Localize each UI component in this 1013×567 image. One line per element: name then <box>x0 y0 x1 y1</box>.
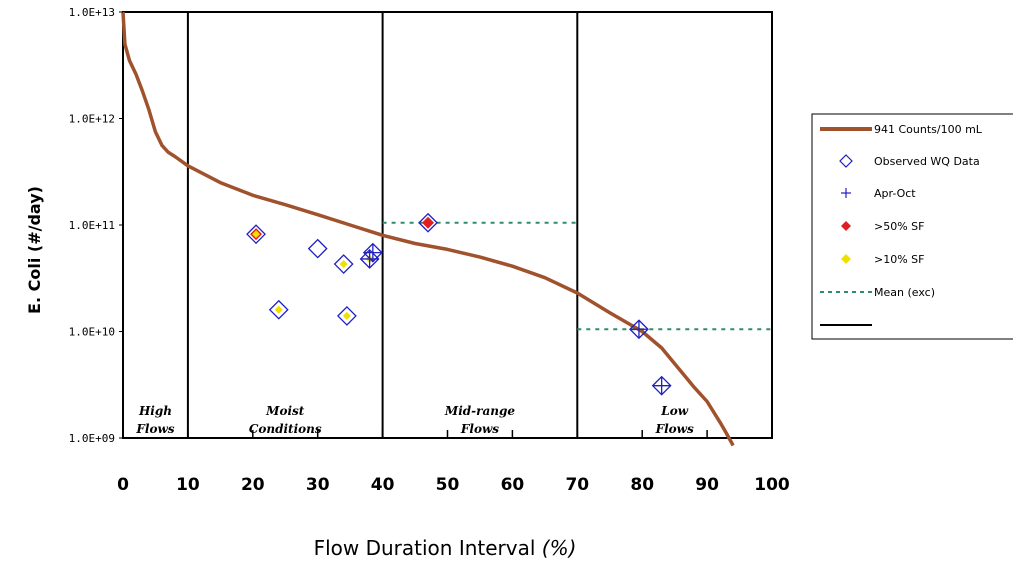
x-axis-label-unit: (%) <box>542 536 577 560</box>
x-tick-label: 20 <box>241 475 265 495</box>
legend-swatch-observed <box>839 154 853 168</box>
y-tick-label: 1.0E+10 <box>69 326 115 339</box>
x-tick-label: 100 <box>754 475 790 495</box>
y-axis-label-prefix: E <box>25 303 44 314</box>
load-duration-curve <box>121 11 735 447</box>
gt50-sf-marker <box>422 216 435 229</box>
observed-marker <box>359 249 380 269</box>
x-tick-label: 30 <box>306 475 330 495</box>
gt10-sf-marker <box>339 260 348 269</box>
x-tick-label: 40 <box>371 475 395 495</box>
legend-swatch-gt50-sf <box>841 221 851 231</box>
observed-marker <box>336 306 357 326</box>
x-tick-label: 10 <box>176 475 200 495</box>
legend-label-observed: Observed WQ Data <box>874 155 980 168</box>
y-tick-label: 1.0E+13 <box>69 6 115 19</box>
observed-marker <box>246 224 266 245</box>
y-tick-label: 1.0E+12 <box>69 113 115 126</box>
region-label-line1: Moist <box>265 404 305 418</box>
x-axis-ticks: 0 10 20 30 40 50 60 70 80 90 100 <box>117 430 790 495</box>
x-tick-label: 80 <box>630 475 654 495</box>
y-axis-label: E. Coli (#/day) <box>25 186 44 314</box>
region-label-line1: High <box>138 404 172 418</box>
region-label-line2: Flows <box>655 422 694 436</box>
plot-area <box>122 11 773 439</box>
x-axis-label-main: Flow Duration Interval <box>314 536 536 560</box>
legend: 941 Counts/100 mL Observed WQ Data Apr-O… <box>811 113 1013 340</box>
region-label-line1: Mid-range <box>444 404 515 418</box>
x-tick-label: 60 <box>501 475 525 495</box>
mean-exc-series <box>382 221 772 331</box>
observed-marker <box>651 375 672 396</box>
region-labels: High Flows Moist Conditions Mid-range Flows Lo… <box>135 404 694 436</box>
region-label-line2: Flows <box>460 422 499 436</box>
observed-marker <box>418 212 438 233</box>
x-axis-label: Flow Duration Interval (%) <box>314 536 577 560</box>
y-axis-ticks: 1.0E+09 1.0E+10 1.0E+11 1.0E+12 1.0E+13 <box>69 6 123 445</box>
y-tick-label: 1.0E+11 <box>69 219 115 232</box>
region-label-line1: Low <box>660 404 688 418</box>
legend-label-mean-exc: Mean (exc) <box>874 286 935 299</box>
x-tick-label: 0 <box>117 475 129 495</box>
curve-line <box>121 11 735 447</box>
legend-swatch-gt10-sf <box>841 254 851 264</box>
y-tick-label: 1.0E+09 <box>69 432 115 445</box>
x-tick-label: 90 <box>695 475 719 495</box>
y-axis-label-main: . Coli (#/day) <box>25 186 44 303</box>
legend-label-gt10-sf: >10% SF <box>874 253 924 266</box>
legend-swatch-apr-oct <box>841 188 851 198</box>
observed-points <box>246 212 672 396</box>
observed-marker <box>333 254 354 274</box>
legend-label-gt50-sf: >50% SF <box>874 220 924 233</box>
x-tick-label: 50 <box>436 475 460 495</box>
legend-label-curve: 941 Counts/100 mL <box>874 123 983 136</box>
observed-marker <box>268 299 289 320</box>
gt10-sf-marker <box>274 305 283 314</box>
x-tick-label: 70 <box>565 475 589 495</box>
gt10-sf-marker <box>252 230 261 239</box>
region-label-line2: Conditions <box>249 422 322 436</box>
observed-marker <box>307 238 328 259</box>
plot-frame <box>122 11 773 439</box>
legend-label-apr-oct: Apr-Oct <box>874 187 916 200</box>
gt10-sf-marker <box>342 311 351 320</box>
region-label-line2: Flows <box>135 422 174 436</box>
